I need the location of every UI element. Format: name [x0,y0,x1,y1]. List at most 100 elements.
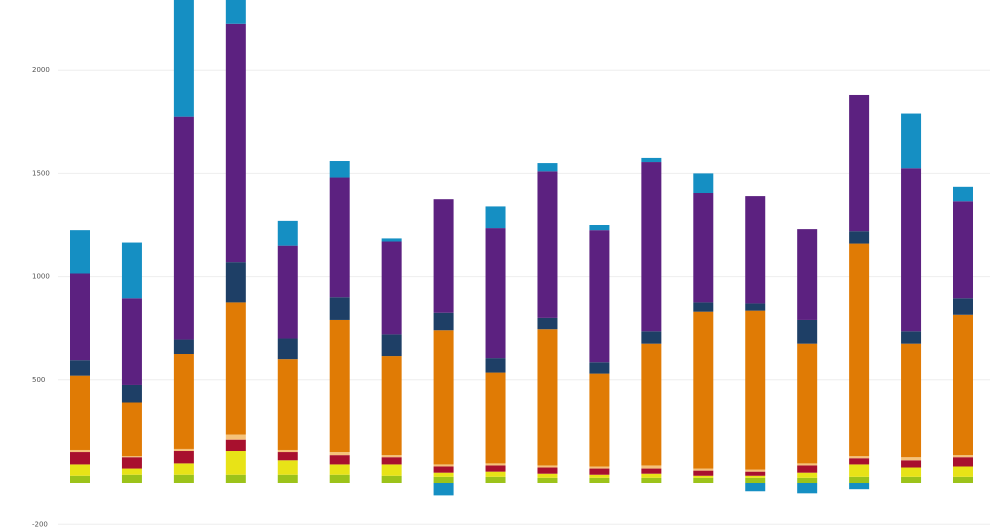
bar-segment [173,339,194,354]
bar-segment [745,310,766,470]
bar-12 [641,157,662,483]
bar-segment [329,297,350,320]
bar-15 [797,229,818,494]
bar-segment [745,471,766,476]
bar-segment [433,466,454,473]
bar-segment [329,319,350,453]
bar-segment [693,470,714,476]
bar-segment [797,229,818,320]
bar-10 [537,163,558,483]
bar-segment [70,360,90,376]
bar-segment [589,362,610,374]
bar-segment [329,452,350,456]
bar-segment [537,467,558,474]
bar-segment [641,162,662,332]
bar-segment [849,231,870,244]
bar-segment [641,477,662,483]
bar-segment [121,474,142,483]
bar-segment [381,475,402,483]
bar-segment [537,329,558,466]
bar-segment [589,466,610,469]
bar-segment [485,465,506,472]
bar-segment [693,302,714,312]
bar-segment [641,468,662,474]
y-tick-label: 2000 [32,66,50,74]
y-tick-label: 1500 [32,169,50,177]
bar-11 [589,225,610,483]
bar-segment [901,168,922,332]
bar-segment [277,359,298,450]
y-axis-ticks: 2500200015001000500-200 [32,66,50,528]
bar-segment [329,455,350,465]
bar-segment [953,186,973,202]
bar-segment [433,330,454,465]
bar-segment [381,238,402,242]
bar-segment [537,163,558,172]
bar-segment [485,471,506,477]
bar-segment [953,457,973,467]
bar-segment [225,0,246,24]
bar-segment [849,94,870,232]
bar-segment [225,439,246,452]
bar-segment [849,476,870,483]
bar-segment [329,177,350,298]
bar-segment [745,483,766,492]
bar-segment [901,467,922,477]
bar-segment [485,476,506,483]
bar-segment [537,465,558,468]
bar-segment [797,472,818,478]
bar-segment [381,455,402,458]
bar-segment [901,460,922,468]
bar-16 [849,94,870,490]
bar-segment [381,457,402,465]
bar-segment [277,474,298,483]
gridlines [58,69,990,525]
bar-segment [433,464,454,467]
y-tick-label: 500 [32,376,45,384]
bar-segment [641,343,662,466]
bar-9 [485,206,506,483]
bar-segment [173,448,194,452]
bar-segment [537,477,558,483]
bar-17 [901,113,922,483]
bar-segment [797,343,818,464]
bar-segment [797,463,818,466]
bar-segment [693,173,714,194]
bar-segment [173,463,194,475]
bar-segment [797,465,818,473]
bar-segment [745,475,766,478]
bar-14 [745,196,766,492]
bar-3 [173,0,194,483]
bar-segment [225,302,246,435]
bar-segment [901,331,922,344]
bar-segment [693,475,714,478]
bar-segment [693,311,714,469]
bar-5 [277,220,298,483]
bar-segment [901,113,922,169]
bar-segment [485,228,506,359]
bars [70,0,973,496]
bar-segment [70,452,90,465]
bar-segment [589,230,610,363]
bar-6 [329,161,350,483]
bar-segment [121,457,142,469]
bar-segment [277,220,298,246]
bar-segment [953,314,973,456]
bar-segment [433,483,454,496]
bar-segment [953,466,973,477]
bar-segment [849,456,870,459]
bar-segment [225,451,246,475]
bar-segment [745,196,766,304]
bar-segment [641,465,662,469]
bar-segment [225,23,246,263]
bar-segment [693,193,714,303]
bar-segment [225,262,246,303]
bar-segment [70,273,90,361]
bar-segment [849,464,870,477]
bar-4 [225,0,246,483]
bar-segment [901,457,922,461]
bar-segment [953,298,973,315]
bar-segment [589,474,610,478]
